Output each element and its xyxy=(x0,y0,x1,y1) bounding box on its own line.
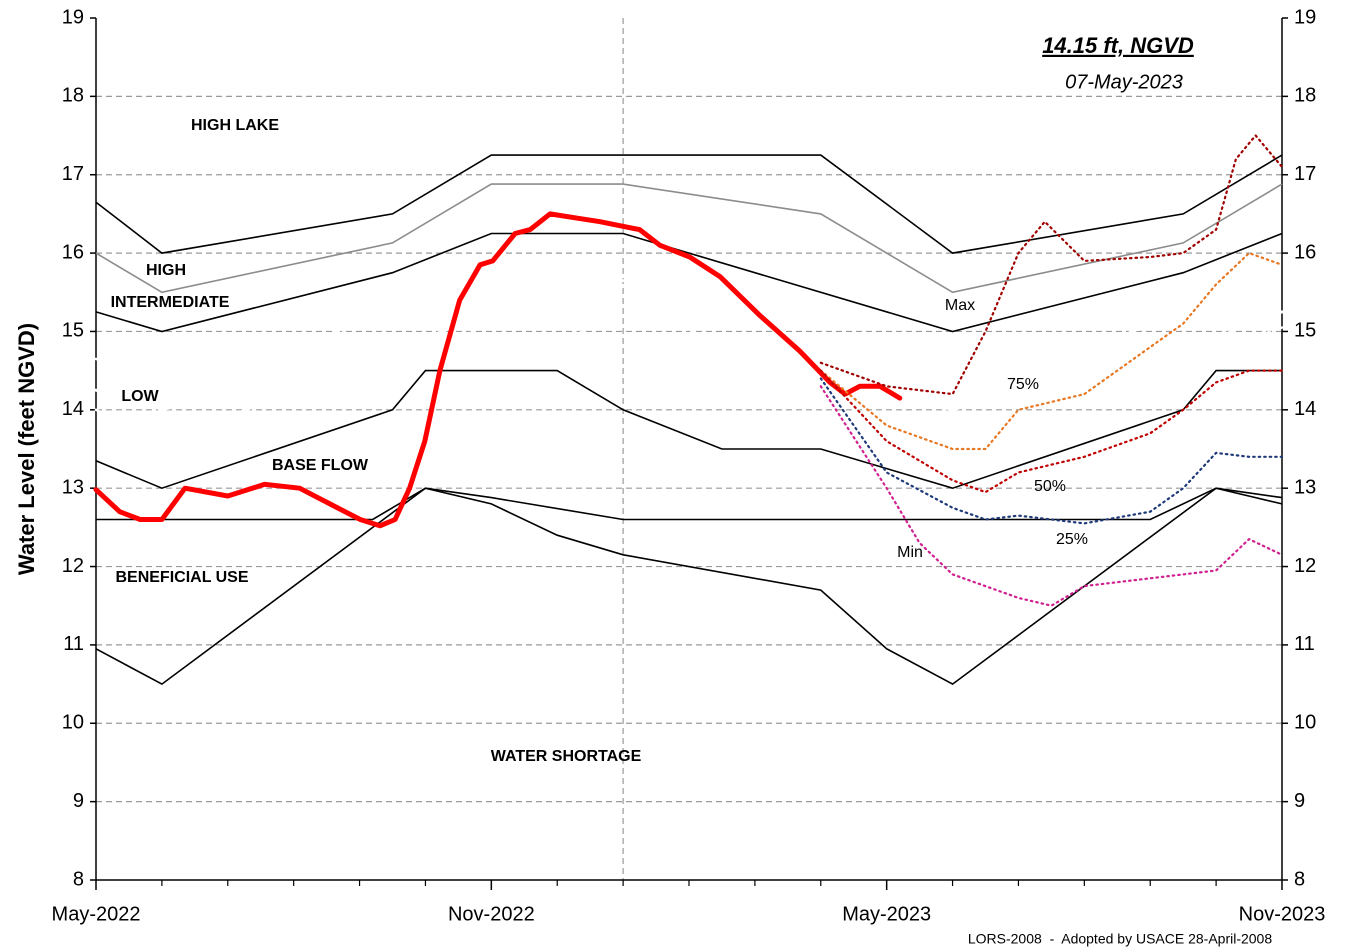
y-tick-label: 18 xyxy=(62,85,84,107)
zone-boundary xyxy=(95,369,1282,490)
y2-tick-label: 12 xyxy=(1294,555,1316,577)
y2-tick-label: 18 xyxy=(1294,85,1316,107)
y-tick-label: 14 xyxy=(62,398,84,420)
annotation: 14.15 ft, NGVD xyxy=(1042,33,1194,58)
series-label: 75% xyxy=(1007,376,1039,393)
zone-label: HIGH xyxy=(146,262,186,279)
y2-tick-label: 9 xyxy=(1294,790,1305,812)
y2-tick-label: 16 xyxy=(1294,241,1316,263)
y2-tick-label: 8 xyxy=(1294,868,1305,890)
forecast-line xyxy=(819,385,1284,607)
forecast-line xyxy=(819,369,1284,494)
guide-line xyxy=(94,310,1284,412)
y-tick-label: 15 xyxy=(62,320,84,342)
guide-line xyxy=(94,279,1284,388)
y2-tick-label: 13 xyxy=(1294,476,1316,498)
y-tick-label: 9 xyxy=(73,790,84,812)
zone-label: LOW xyxy=(121,388,159,405)
x-tick-label: Nov-2022 xyxy=(448,903,535,925)
x-tick-label: Nov-2023 xyxy=(1239,903,1326,925)
zone-label: BASE FLOW xyxy=(272,457,369,474)
guide-line xyxy=(94,322,1284,443)
y2-tick-label: 17 xyxy=(1294,163,1316,185)
y-tick-label: 12 xyxy=(62,555,84,577)
y-tick-label: 17 xyxy=(62,163,84,185)
series-label: 50% xyxy=(1034,478,1066,495)
zone-boundary xyxy=(95,154,1283,254)
observed-line xyxy=(93,211,903,529)
y-tick-label: 19 xyxy=(62,6,84,28)
zone-label: INTERMEDIATE xyxy=(111,294,230,311)
footnote: LORS-2008 - Adopted by USACE 28-April-20… xyxy=(968,931,1272,947)
zone-label: WATER SHORTAGE xyxy=(491,748,642,765)
zone-boundary xyxy=(95,232,1283,333)
y2-tick-label: 19 xyxy=(1294,6,1316,28)
forecast-line xyxy=(819,252,1284,451)
y2-tick-label: 11 xyxy=(1294,633,1315,655)
zone-boundary xyxy=(95,183,1283,294)
forecast-line xyxy=(819,134,1284,396)
y-axis-label: Water Level (feet NGVD) xyxy=(14,323,39,575)
lines xyxy=(93,134,1284,686)
zone-label: BENEFICIAL USE xyxy=(115,569,248,586)
series-label: Min xyxy=(897,544,923,561)
y-tick-label: 13 xyxy=(62,476,84,498)
zone-boundary xyxy=(95,487,1283,686)
y2-tick-label: 10 xyxy=(1294,712,1316,734)
series-label: Max xyxy=(945,297,975,314)
forecast-line xyxy=(819,377,1284,525)
zone-boundary xyxy=(96,487,1283,521)
x-tick-label: May-2022 xyxy=(52,903,141,925)
annotation-date: 07-May-2023 xyxy=(1065,71,1183,93)
y2-tick-label: 15 xyxy=(1294,320,1316,342)
y-tick-label: 11 xyxy=(63,633,84,655)
y2-tick-label: 14 xyxy=(1294,398,1316,420)
zone-label: HIGH LAKE xyxy=(191,117,279,134)
series-label: 25% xyxy=(1056,531,1088,548)
y-tick-label: 16 xyxy=(62,241,84,263)
y-tick-label: 10 xyxy=(62,712,84,734)
labels: 14.15 ft, NGVD 07-May-2023 LORS-2008 - A… xyxy=(14,6,1326,946)
grid xyxy=(90,17,1288,890)
x-tick-label: May-2023 xyxy=(842,903,931,925)
y-tick-label: 8 xyxy=(73,868,84,890)
